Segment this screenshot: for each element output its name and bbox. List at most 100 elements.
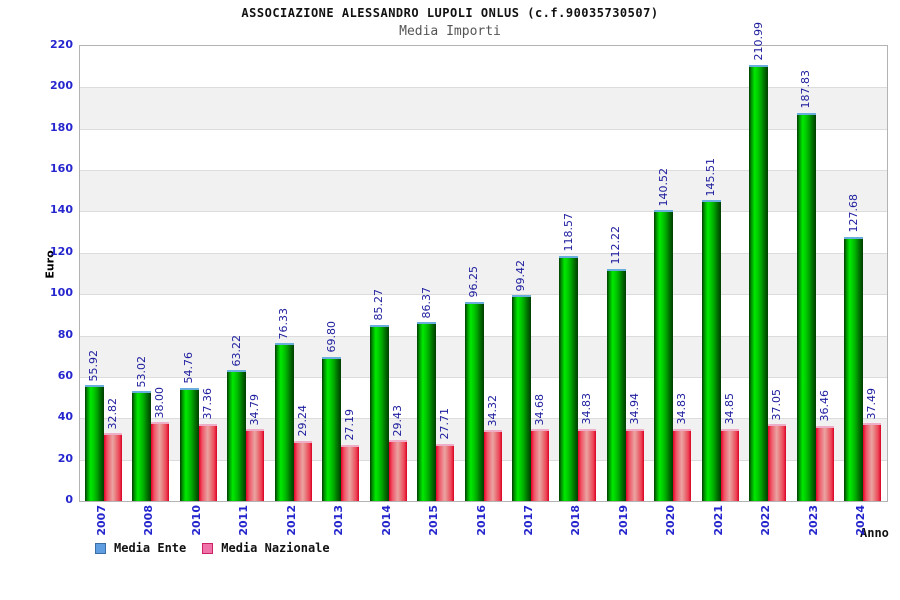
value-label: 55.92 xyxy=(87,349,101,382)
value-label: 29.24 xyxy=(295,405,309,437)
year-label: 2010 xyxy=(189,505,203,536)
legend-label: Media Nazionale xyxy=(221,541,330,555)
year-label: 2007 xyxy=(94,505,108,536)
value-label: 34.85 xyxy=(722,393,736,425)
bar-media-nazionale xyxy=(341,444,360,501)
year-label: 2017 xyxy=(521,505,535,536)
gridline xyxy=(80,376,887,378)
y-tick-label: 100 xyxy=(50,286,73,300)
value-label: 27.71 xyxy=(438,408,452,440)
bar-media-ente xyxy=(274,343,294,501)
value-label: 34.79 xyxy=(248,393,262,426)
bar-media-ente xyxy=(227,370,247,501)
bar-media-ente xyxy=(749,64,769,501)
bar-media-ente xyxy=(654,210,674,501)
bar-media-nazionale xyxy=(103,433,122,501)
y-tick-label: 40 xyxy=(57,410,73,424)
bar-media-ente xyxy=(464,301,484,501)
bar-media-nazionale xyxy=(293,440,312,501)
value-label: 118.57 xyxy=(561,213,575,252)
value-label: 29.43 xyxy=(390,404,404,437)
gridline xyxy=(80,211,887,213)
value-label: 34.94 xyxy=(627,393,641,425)
year-label: 2016 xyxy=(474,505,488,536)
y-tick-label: 160 xyxy=(50,162,73,176)
y-tick-label: 180 xyxy=(50,120,73,134)
value-label: 38.00 xyxy=(153,386,167,419)
gridline xyxy=(80,87,887,89)
value-label: 127.68 xyxy=(846,194,860,233)
bar-media-ente xyxy=(701,200,721,501)
year-label: 2024 xyxy=(854,505,868,536)
value-label: 34.83 xyxy=(580,393,594,425)
year-label: 2022 xyxy=(759,505,773,536)
y-tick-label: 120 xyxy=(50,244,73,258)
bar-media-ente xyxy=(559,255,579,501)
value-label: 187.83 xyxy=(799,70,813,109)
y-tick-label: 0 xyxy=(65,493,73,506)
value-label: 27.19 xyxy=(343,409,357,441)
year-label: 2012 xyxy=(284,505,298,536)
plot-area: 55.92 32.82 53.02 38.00 54.76 37.36 63.22 34.79… xyxy=(79,22,888,502)
x-axis-label: Anno xyxy=(860,526,889,540)
year-label: 2014 xyxy=(379,505,393,536)
value-label: 32.82 xyxy=(105,397,119,430)
gridline xyxy=(80,418,887,420)
bar-media-nazionale xyxy=(198,423,217,501)
bar-media-nazionale xyxy=(673,428,692,501)
bar-media-nazionale xyxy=(388,440,407,501)
bar-media-nazionale xyxy=(720,428,739,501)
y-tick-label: 140 xyxy=(50,203,73,217)
bar-media-ente xyxy=(606,268,626,501)
bar-media-ente xyxy=(844,236,864,501)
chart-subtitle: Media Importi xyxy=(399,24,501,39)
year-label: 2019 xyxy=(616,505,630,536)
legend: Media Ente Media Nazionale xyxy=(95,541,330,555)
bar-media-ente xyxy=(369,324,389,501)
year-label: 2011 xyxy=(237,505,251,536)
bar-media-ente xyxy=(322,356,342,501)
value-label: 86.37 xyxy=(419,286,433,319)
value-label: 54.76 xyxy=(182,352,196,384)
bar-media-nazionale xyxy=(625,428,644,501)
bar-media-nazionale xyxy=(436,443,455,501)
bar-media-nazionale xyxy=(246,429,265,501)
legend-swatch xyxy=(202,542,214,554)
gridline xyxy=(80,335,887,337)
value-label: 37.36 xyxy=(200,388,214,420)
year-label: 2013 xyxy=(332,505,346,536)
value-label: 76.33 xyxy=(277,307,291,340)
legend-item-media-ente: Media Ente xyxy=(95,541,186,555)
bar-media-nazionale xyxy=(578,428,597,501)
year-label: 2023 xyxy=(806,505,820,536)
chart-title: ASSOCIAZIONE ALESSANDRO LUPOLI ONLUS (c.… xyxy=(241,6,659,20)
value-label: 37.49 xyxy=(865,387,879,420)
bar-media-nazionale xyxy=(151,422,170,501)
legend-item-media-nazionale: Media Nazionale xyxy=(202,541,330,555)
bar-media-nazionale xyxy=(815,425,834,501)
value-label: 112.22 xyxy=(609,226,623,265)
y-tick-label: 80 xyxy=(57,327,73,341)
gridline xyxy=(80,252,887,254)
value-label: 140.52 xyxy=(656,167,670,207)
value-label: 99.42 xyxy=(514,259,528,292)
bar-media-ente xyxy=(796,112,816,501)
bar-media-ente xyxy=(84,385,104,501)
bar-media-nazionale xyxy=(530,429,549,501)
value-label: 96.25 xyxy=(467,266,480,298)
legend-swatch xyxy=(95,542,106,554)
value-label: 37.05 xyxy=(770,388,784,421)
value-label: 53.02 xyxy=(134,355,148,388)
y-tick-label: 60 xyxy=(57,368,73,382)
legend-label: Media Ente xyxy=(114,541,187,555)
value-label: 34.68 xyxy=(532,393,546,426)
year-label: 2018 xyxy=(569,505,583,536)
value-label: 63.22 xyxy=(229,334,243,367)
value-label: 34.83 xyxy=(675,393,689,425)
bar-media-ente xyxy=(179,387,199,501)
bar-media-ente xyxy=(417,322,437,501)
gridline xyxy=(80,294,887,296)
bar-media-ente xyxy=(511,295,531,501)
value-label: 85.27 xyxy=(372,289,386,321)
